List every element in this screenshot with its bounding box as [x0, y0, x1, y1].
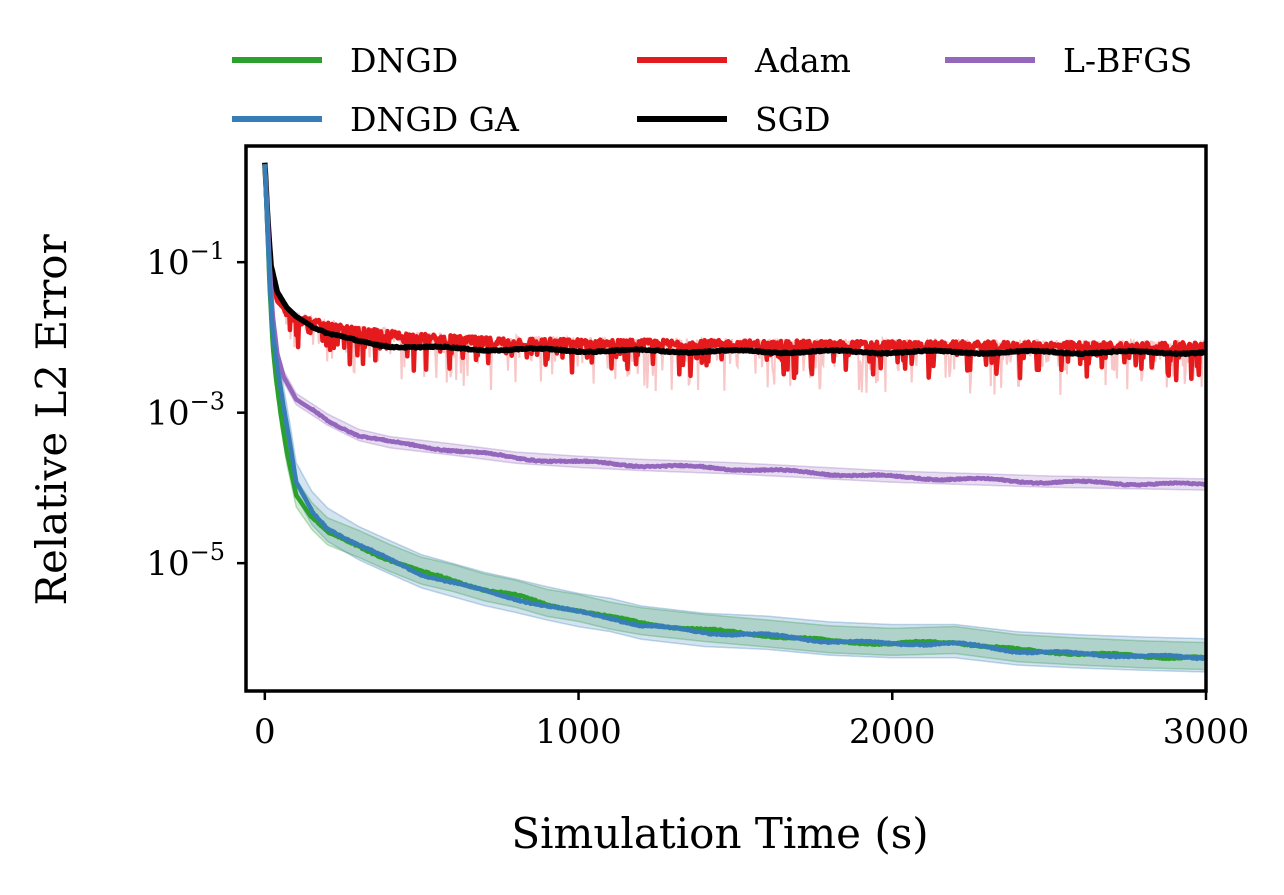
axis-ticks: 0 1000 2000 3000 10−5 10−3 10−1	[146, 237, 1249, 752]
x-tick-label: 0	[254, 712, 276, 752]
shadow-adam	[263, 164, 1206, 395]
legend-item-dngd-ga: DNGD GA	[232, 100, 520, 139]
x-tick-label: 3000	[1163, 712, 1250, 752]
legend-item-dngd: DNGD	[232, 41, 458, 80]
legend-label: SGD	[755, 100, 830, 139]
x-axis-label: Simulation Time (s)	[511, 809, 928, 858]
y-tick-label: 10−3	[146, 388, 225, 434]
legend-label: DNGD GA	[350, 100, 520, 139]
series-line-sgd	[262, 162, 1206, 358]
series-line-l-bfgs	[262, 164, 1206, 488]
x-tick-label: 1000	[535, 712, 622, 752]
legend-label: L-BFGS	[1063, 41, 1192, 80]
series-line-dngd	[262, 164, 1206, 662]
y-axis-label: Relative L2 Error	[27, 233, 76, 605]
legend-label: DNGD	[350, 41, 458, 80]
legend-item-l-bfgs: L-BFGS	[945, 41, 1192, 80]
legend-item-adam: Adam	[637, 41, 851, 80]
plot-area	[262, 162, 1206, 673]
y-tick-label: 10−5	[146, 538, 225, 584]
legend: DNGD DNGD GA Adam SGD L-BFGS	[232, 41, 1192, 139]
x-tick-label: 2000	[849, 712, 936, 752]
legend-label: Adam	[754, 41, 851, 80]
plot-frame	[244, 144, 1208, 693]
series-line-dngd-ga	[262, 164, 1206, 662]
y-tick-label: 10−1	[146, 237, 225, 283]
legend-item-sgd: SGD	[637, 100, 830, 139]
